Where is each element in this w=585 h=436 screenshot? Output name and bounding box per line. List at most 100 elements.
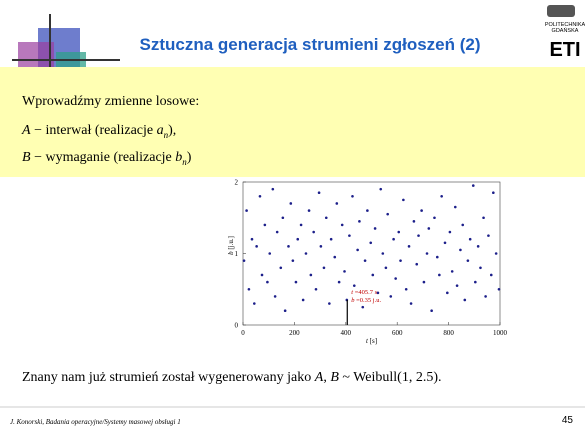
text: − wymaganie (realizacje <box>31 150 176 165</box>
point <box>371 273 375 277</box>
point <box>348 234 351 237</box>
point <box>287 245 290 248</box>
point <box>319 245 323 248</box>
point <box>430 309 433 313</box>
point <box>369 241 373 245</box>
point <box>289 202 293 205</box>
point <box>471 184 475 187</box>
point <box>412 220 416 223</box>
point <box>263 223 267 227</box>
intro: Wprowadźmy zmienne losowe: <box>22 94 199 109</box>
point <box>482 216 485 220</box>
point <box>260 273 264 277</box>
x-tick-label: 400 <box>341 329 352 337</box>
point <box>417 234 420 237</box>
point <box>361 305 365 309</box>
footer-author: J. Konorski, Badania operacyjne/Systemy … <box>10 418 181 426</box>
sub: n <box>182 157 187 167</box>
y-tick-label: 2 <box>235 179 239 187</box>
point <box>407 245 411 248</box>
text: ), <box>168 123 176 138</box>
x-axis-label: t [s] <box>366 337 377 345</box>
x-tick-label: 200 <box>289 329 300 337</box>
point <box>294 280 298 284</box>
point <box>443 241 447 245</box>
point <box>250 237 254 241</box>
point <box>329 237 333 241</box>
var: b <box>175 150 182 165</box>
point <box>299 223 303 227</box>
point <box>247 287 251 291</box>
point <box>459 248 462 252</box>
point <box>304 252 308 255</box>
logo-mark: ETI <box>549 39 580 61</box>
point <box>358 220 361 223</box>
point <box>271 187 275 191</box>
text: , <box>323 370 330 385</box>
point <box>384 266 388 270</box>
var: b <box>227 251 235 255</box>
point <box>356 248 359 252</box>
point <box>474 280 477 284</box>
point <box>322 266 326 270</box>
point <box>312 230 315 234</box>
point <box>266 280 269 284</box>
point <box>314 287 318 291</box>
point <box>450 270 454 273</box>
text: Znany nam już strumień został wygenerowa… <box>22 370 315 385</box>
point <box>455 284 459 287</box>
unit: [j.u.] <box>227 236 235 251</box>
point <box>399 259 402 262</box>
point <box>409 302 413 305</box>
point <box>446 291 449 295</box>
point <box>484 295 487 298</box>
var: b <box>351 297 355 304</box>
point <box>324 216 328 220</box>
point <box>279 266 283 270</box>
text: ) <box>187 150 192 165</box>
point <box>366 209 369 212</box>
point <box>415 262 419 266</box>
point <box>420 209 423 212</box>
slide-title: Sztuczna generacja strumieni zgłoszeń (2… <box>139 35 480 54</box>
point <box>448 230 452 234</box>
y-tick-label: 0 <box>235 322 239 330</box>
highlight-band <box>0 67 585 177</box>
x-tick-label: 1000 <box>493 329 508 337</box>
text: =0.35 j.u. <box>355 297 382 304</box>
point <box>373 227 377 230</box>
logo-emblem <box>547 5 575 17</box>
point <box>404 287 408 291</box>
point <box>394 277 397 280</box>
definition: A − interwał (realizacje an), <box>21 123 176 140</box>
annotation-label: b =0.35 j.u. <box>351 297 381 304</box>
point <box>333 255 337 259</box>
point <box>461 223 465 227</box>
point <box>492 191 495 195</box>
symbol: B <box>22 150 31 165</box>
point <box>463 298 467 302</box>
point <box>255 245 258 248</box>
point <box>468 237 472 241</box>
point <box>497 287 501 291</box>
point <box>317 191 321 195</box>
point <box>466 259 470 262</box>
point <box>425 252 429 255</box>
var: a <box>157 123 164 138</box>
logo-text: POLITECHNIKA <box>545 22 585 28</box>
unit: [s] <box>368 337 377 345</box>
y-axis-label: b [j.u.] <box>227 236 235 255</box>
point <box>351 195 354 198</box>
point <box>379 187 383 191</box>
point <box>335 202 339 205</box>
point <box>392 237 395 241</box>
text: ~ Weibull(1, 2.5). <box>339 370 442 385</box>
point <box>381 252 385 255</box>
point <box>438 273 441 277</box>
point <box>352 284 356 287</box>
point <box>275 230 279 234</box>
point <box>307 209 311 212</box>
point <box>283 309 287 313</box>
point <box>337 280 341 284</box>
